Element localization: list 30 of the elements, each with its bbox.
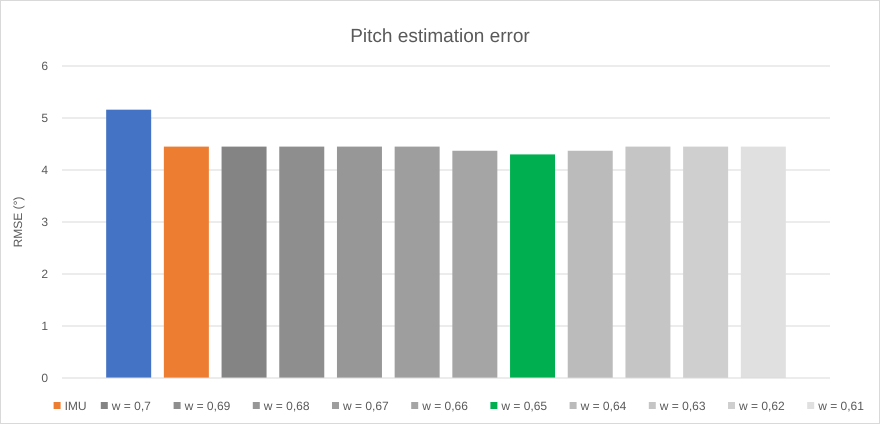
legend-label: w = 0,63 [658, 399, 706, 413]
y-tick-label: 4 [41, 163, 48, 178]
bar [222, 146, 267, 378]
bar [452, 150, 498, 378]
legend-label: w = 0,69 [184, 399, 231, 413]
y-tick-label: 6 [41, 59, 48, 74]
y-tick-label: 1 [41, 319, 48, 334]
legend-label: w = 0,68 [262, 399, 310, 413]
bar [279, 146, 324, 378]
legend-label: w = 0,65 [500, 399, 548, 413]
y-tick-label: 0 [41, 371, 48, 386]
bar [106, 110, 152, 378]
legend-label: w = 0,62 [738, 399, 786, 413]
y-tick-label: 2 [41, 267, 48, 282]
bar [568, 150, 613, 378]
legend-label: w = 0,61 [817, 399, 864, 413]
legend-label: w = 0,64 [580, 399, 627, 413]
y-tick-label: 5 [41, 111, 48, 126]
legend-label: IMU [64, 399, 87, 413]
y-tick-label: 3 [41, 215, 48, 230]
bar [164, 146, 209, 378]
legend-label: w = 0,7 [110, 399, 152, 413]
bar [625, 146, 670, 378]
chart-title: Pitch estimation error [350, 26, 530, 47]
legend-label: w = 0,66 [421, 399, 468, 413]
y-axis-title: RMSE (°) [11, 196, 25, 248]
legend-label: w = 0,67 [342, 399, 390, 413]
bar [394, 146, 440, 378]
bar [510, 154, 556, 378]
bar [336, 146, 382, 378]
